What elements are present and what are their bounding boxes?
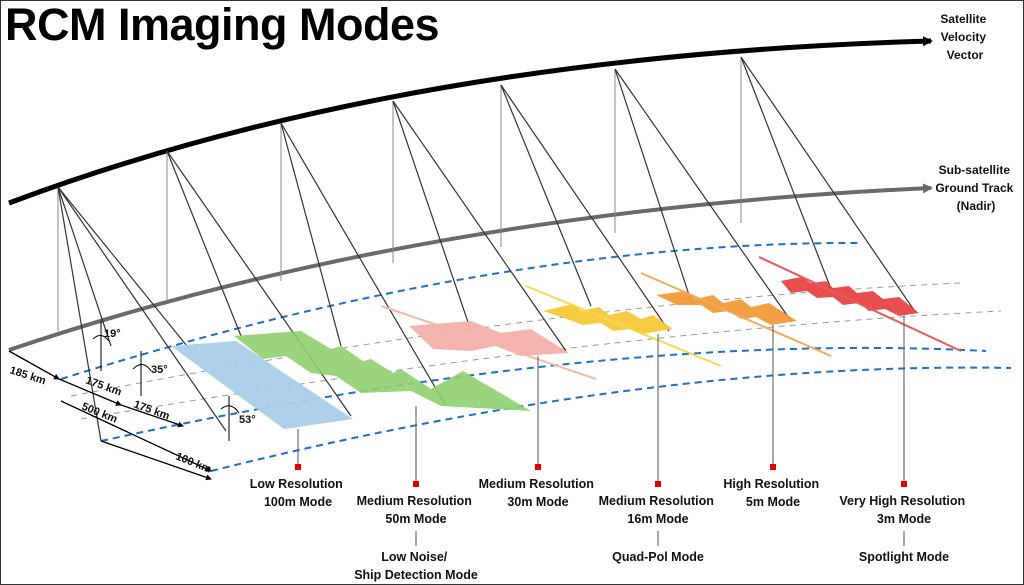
mode-med30-line1: Medium Resolution (479, 477, 594, 491)
svg-text:Medium Resolution 30m Mo: Medium Resolution 30m Mode (479, 477, 598, 509)
mode-med30-line2: 30m Mode (507, 495, 568, 509)
angle-35: 35° (151, 364, 168, 376)
svg-text:Medium Resolution 50m Mo: Medium Resolution 50m Mode (357, 494, 476, 526)
mode-markers (295, 464, 907, 487)
svg-text:High Resolution 5m Mode: High Resolution 5m Mode (723, 477, 822, 509)
swath-low-resolution-100m (171, 341, 353, 429)
submode-spotlight: Spotlight Mode (859, 550, 949, 564)
ground-track-label-3: (Nadir) (957, 199, 996, 213)
mode-high5-line2: 5m Mode (746, 495, 800, 509)
access-arrow-5m (640, 272, 832, 357)
svg-text:Medium Resolution 16m Mo: Medium Resolution 16m Mode (599, 494, 718, 526)
swath-mid-line-1 (70, 282, 962, 397)
distance-175km-b: 175 km (132, 399, 171, 423)
svg-text:Very High Resolution 3m: Very High Resolution 3m Mode (839, 494, 968, 526)
swath-near-edge (100, 346, 987, 442)
mode-med50-line2: 50m Mode (385, 512, 446, 526)
satellite-orbit-arc (8, 36, 933, 206)
page-title: RCM Imaging Modes (5, 0, 440, 50)
svg-text:Low Resolution 100m Mode: Low Resolution 100m Mode (250, 477, 347, 509)
distance-100km: 100 km (174, 451, 213, 476)
swath-very-high-resolution-3m (781, 277, 919, 316)
access-arrow-16m (525, 285, 722, 367)
beam-lines (57, 56, 917, 442)
submode-quadpol: Quad-Pol Mode (612, 550, 704, 564)
swath-mid-line-2 (80, 310, 1002, 420)
swath-medium-resolution-50m (234, 331, 531, 411)
mode-med16-line2: 16m Mode (627, 512, 688, 526)
swath-outer-edge (60, 241, 862, 380)
nadir-lines (57, 57, 742, 331)
swath-high-resolution-5m (656, 291, 797, 325)
submode-lownoise-line2: Ship Detection Mode (354, 568, 478, 582)
distance-500km: 500 km (80, 401, 119, 426)
mode-high5-line1: High Resolution (723, 477, 819, 491)
mode-leader-lines (297, 316, 905, 546)
distance-185km: 185 km (8, 364, 47, 387)
velocity-label-2: Velocity (941, 30, 987, 44)
velocity-label-3: Vector (947, 48, 984, 62)
velocity-label-1: Satellite (940, 12, 986, 26)
mode-vhigh3-line2: 3m Mode (877, 512, 931, 526)
mode-med16-line1: Medium Resolution (599, 494, 714, 508)
ground-track-arc (8, 183, 933, 352)
svg-text:Satellite Velocity: Satellite Velocity Vector (940, 12, 989, 62)
ground-track-label-2: Ground Track (935, 181, 1013, 195)
svg-text:Low Noise/ Ship Detectio: Low Noise/ Ship Detection Mode (354, 550, 478, 582)
svg-text:Sub-satellite Ground Tra: Sub-satellite Ground Track (Nadir) (935, 163, 1016, 213)
submode-lownoise-line1: Low Noise/ (381, 550, 448, 564)
angle-19: 19° (104, 328, 121, 340)
distance-measures (8, 350, 212, 481)
access-arrow-3m (758, 256, 962, 352)
angle-53: 53° (239, 414, 256, 426)
mode-low100-line1: Low Resolution (250, 477, 343, 491)
distance-175km-a: 175 km (84, 375, 123, 399)
mode-vhigh3-line1: Very High Resolution (839, 494, 965, 508)
angle-marks (92, 321, 240, 441)
access-arrow-30m (380, 305, 597, 380)
mode-med50-line1: Medium Resolution (357, 494, 472, 508)
mode-low100-line2: 100m Mode (264, 495, 332, 509)
ground-track-label-1: Sub-satellite (939, 163, 1011, 177)
